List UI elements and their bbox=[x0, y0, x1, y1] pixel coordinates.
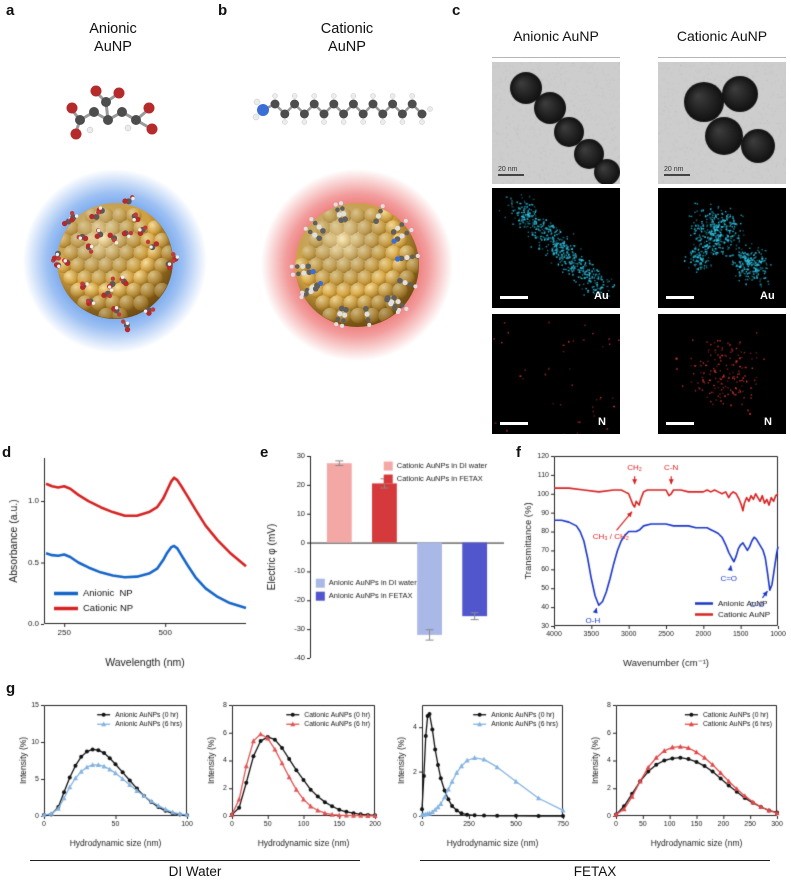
scalebar-line bbox=[664, 174, 690, 176]
map-scalebar bbox=[500, 296, 528, 299]
au-elemental-map-anionic bbox=[492, 188, 620, 308]
au-elemental-map-cationic bbox=[658, 188, 786, 308]
dls-fetax-cationic-chart bbox=[586, 698, 784, 850]
tem-scale-text: 20 nm bbox=[664, 166, 684, 173]
tem-image-cationic bbox=[658, 62, 786, 184]
panel-b-title-line1: Cationic bbox=[320, 21, 374, 37]
gold-nanoparticle-cationic bbox=[289, 201, 420, 328]
uvvis-absorbance-chart bbox=[4, 448, 256, 670]
panel-c-header-cationic: Cationic AuNP bbox=[676, 28, 768, 44]
panel-a-title: Anionic AuNP bbox=[38, 20, 188, 56]
fetax-group-label: FETAX bbox=[573, 864, 617, 879]
zeta-potential-bar-chart bbox=[262, 448, 512, 670]
dls-di-water-cationic-chart bbox=[202, 698, 382, 850]
gold-nanoparticle-anionic bbox=[50, 195, 179, 333]
map-scalebar bbox=[500, 422, 528, 425]
n-map-label-cationic: N bbox=[764, 416, 772, 428]
n-elemental-map-cationic bbox=[658, 314, 786, 434]
di-water-group-line bbox=[30, 860, 360, 861]
panel-a-label: a bbox=[6, 2, 15, 19]
fetax-group-line bbox=[420, 860, 770, 861]
n-elemental-map-anionic bbox=[492, 314, 620, 434]
au-map-label-cationic: Au bbox=[760, 290, 775, 302]
scalebar-line bbox=[498, 174, 524, 176]
dls-di-water-anionic-chart bbox=[14, 698, 194, 850]
header-underline-anionic bbox=[492, 57, 620, 58]
panel-c-label: c bbox=[452, 2, 461, 19]
di-water-group-label: DI Water bbox=[168, 864, 222, 879]
panel-a-title-line1: Anionic bbox=[89, 21, 137, 37]
tem-scale-text: 20 nm bbox=[498, 166, 518, 173]
panel-b-title: Cationic AuNP bbox=[272, 20, 422, 56]
header-underline-cationic bbox=[658, 57, 786, 58]
tem-image-anionic bbox=[492, 62, 620, 184]
citrate-molecule-illustration bbox=[66, 85, 158, 140]
panel-b-title-line2: AuNP bbox=[328, 39, 366, 56]
panel-c-header-anionic: Anionic AuNP bbox=[513, 28, 599, 44]
panel-a-title-line2: AuNP bbox=[94, 39, 132, 56]
ftir-spectra-chart bbox=[518, 448, 786, 670]
ctab-molecule-illustration bbox=[252, 93, 433, 125]
tem-scalebar-anionic: 20 nm bbox=[498, 166, 524, 176]
au-map-label-anionic: Au bbox=[594, 290, 609, 302]
tem-scalebar-cationic: 20 nm bbox=[664, 166, 690, 176]
map-scalebar bbox=[666, 422, 694, 425]
n-map-label-anionic: N bbox=[598, 416, 606, 428]
panel-g-label: g bbox=[6, 680, 16, 697]
dls-fetax-anionic-chart bbox=[392, 698, 570, 850]
map-scalebar bbox=[666, 296, 694, 299]
panel-b-label: b bbox=[218, 2, 228, 19]
